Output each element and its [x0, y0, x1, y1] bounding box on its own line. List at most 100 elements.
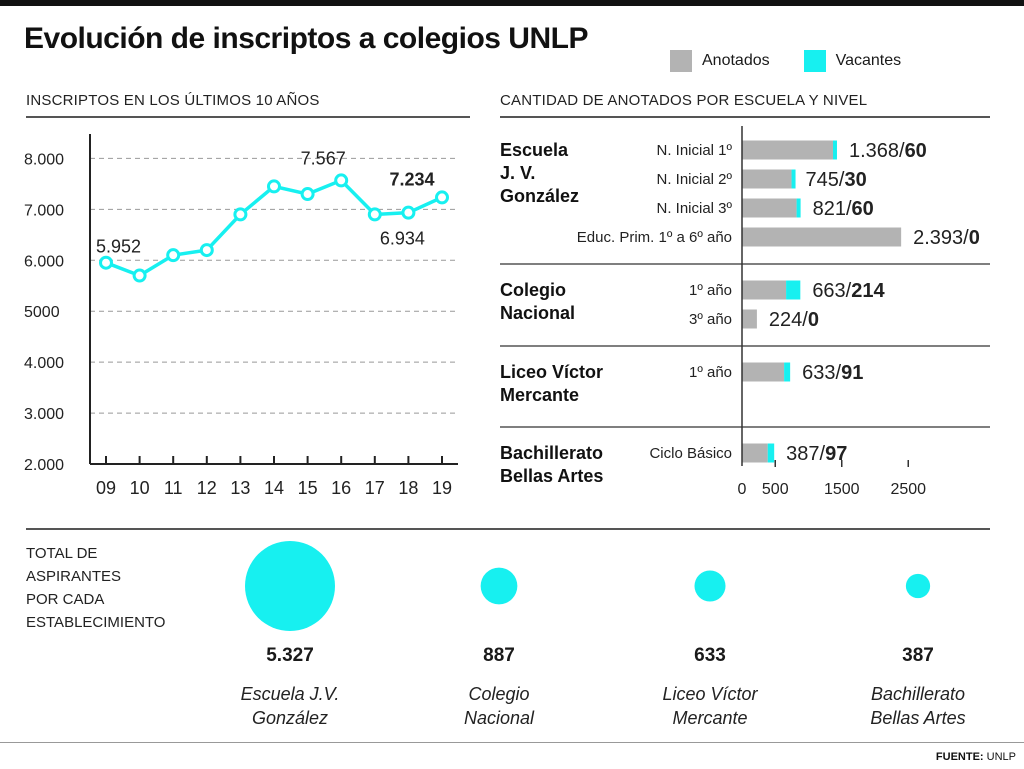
data-label: 6.934 [380, 229, 425, 249]
school-name: Mercante [500, 385, 579, 405]
legend-swatch-anotados [670, 50, 692, 72]
legend-swatch-vacantes [803, 50, 826, 72]
level-label: 1º año [689, 364, 732, 381]
section-divider [26, 528, 990, 530]
bubble-name-line: Mercante [672, 708, 748, 728]
bar-chart: Escuela J. V. González N. Inicial 1º 1.368/6… [500, 126, 990, 498]
bubble [694, 570, 726, 602]
bar-value-label: 745/30 [806, 169, 867, 191]
level-label: Educ. Prim. 1º a 6º año [577, 229, 732, 246]
y-tick-label: 5000 [24, 304, 60, 321]
source-prefix: FUENTE: [935, 751, 984, 763]
bar-value-anotados: 663/ [812, 280, 851, 302]
bar-value-anotados: 821/ [813, 198, 852, 220]
bar-anotados [742, 227, 902, 247]
bar-vacantes [796, 198, 801, 218]
bar-value-vacantes: 30 [844, 169, 866, 191]
bar-value-label: 663/214 [812, 280, 885, 302]
bubble-name-mercante: Liceo Víctor Mercante [610, 682, 810, 730]
data-label: 7.234 [389, 169, 434, 189]
bar-value-vacantes: 60 [905, 140, 927, 162]
level-label: 1º año [689, 282, 732, 299]
level-label: N. Inicial 2º [656, 171, 732, 188]
bubble [480, 567, 518, 605]
bar-vacantes [784, 362, 791, 382]
legend-item-vacantes: Vacantes [803, 50, 902, 72]
bubble-value-nacional: 887 [483, 645, 515, 666]
data-point [401, 205, 416, 220]
bar-anotados [742, 169, 792, 189]
bar-anotados [742, 198, 797, 218]
aspirantes-label-line: ESTABLECIMIENTO [26, 614, 166, 631]
bar-value-label: 387/97 [786, 443, 847, 465]
bar-value-label: 821/60 [813, 198, 874, 220]
bubble-name-line: Bellas Artes [870, 708, 966, 728]
x-tick-label: 13 [230, 478, 250, 498]
bubble-name-line: Liceo Víctor [662, 684, 758, 704]
x-tick-label: 10 [130, 478, 150, 498]
line-chart: 2.000 3.000 4.000 5000 6.000 7.000 8.000 09 10 11… [24, 134, 458, 498]
bar-anotados [742, 443, 768, 463]
level-label: N. Inicial 1º [656, 142, 732, 159]
bar-value-vacantes: 214 [851, 280, 885, 302]
x-tick-label: 0 [738, 481, 747, 498]
aspirantes-label-line: ASPIRANTES [26, 568, 122, 585]
bar-chart-label: CANTIDAD DE ANOTADOS POR ESCUELA Y NIVEL [500, 92, 868, 109]
data-point [367, 207, 382, 222]
bubble-value-gonzalez: 5.327 [266, 645, 314, 666]
bubble-name-gonzalez: Escuela J.V. González [190, 682, 390, 730]
y-tick-label: 2.000 [24, 457, 64, 474]
x-tick-label: 16 [331, 478, 351, 498]
level-label: Ciclo Básico [649, 445, 732, 462]
bubble-name-line: Bachillerato [870, 684, 966, 704]
data-point [334, 173, 349, 188]
school-name: Bellas Artes [500, 466, 603, 486]
y-tick-label: 3.000 [24, 406, 64, 423]
bar-vacantes [767, 443, 775, 463]
x-tick-label: 18 [398, 478, 418, 498]
legend: Anotados Vacantes [670, 50, 935, 72]
bar-value-anotados: 2.393/ [913, 227, 969, 249]
data-label: 7.567 [301, 148, 346, 168]
bubble-chart [245, 541, 931, 631]
bar-value-label: 633/91 [802, 362, 863, 384]
aspirantes-label-line: TOTAL DE [26, 545, 98, 562]
y-tick-label: 7.000 [24, 202, 64, 219]
x-tick-label: 09 [96, 478, 116, 498]
data-point [435, 190, 449, 205]
legend-item-anotados: Anotados [670, 50, 770, 72]
x-tick-label: 500 [762, 481, 789, 498]
bubble-name-bellas-artes: Bachillerato Bellas Artes [818, 682, 1018, 730]
school-name: Bachillerato [500, 443, 603, 463]
source-credit: FUENTE: UNLP [936, 751, 1016, 763]
bubble-name-nacional: Colegio Nacional [399, 682, 599, 730]
line-chart-label: INSCRIPTOS EN LOS ÚLTIMOS 10 AÑOS [26, 92, 320, 109]
bar-anotados [742, 309, 757, 329]
school-name: Nacional [500, 303, 575, 323]
legend-label-vacantes: Vacantes [835, 52, 902, 69]
bar-value-anotados: 224/ [769, 309, 808, 331]
bar-value-anotados: 633/ [802, 362, 841, 384]
bubble [905, 573, 931, 599]
data-point [233, 207, 248, 222]
line-chart-rule [26, 116, 470, 118]
y-tick-label: 6.000 [24, 253, 64, 270]
data-point [267, 179, 281, 194]
bar-chart-rule [500, 116, 990, 118]
bubble [245, 541, 335, 631]
x-tick-label: 14 [264, 478, 284, 498]
level-label: N. Inicial 3º [656, 200, 732, 217]
data-point [166, 248, 181, 263]
bar-value-label: 1.368/60 [849, 140, 927, 162]
x-tick-label: 12 [197, 478, 217, 498]
bar-vacantes [786, 280, 801, 300]
source-name: UNLP [986, 751, 1016, 763]
bubble-name-line: González [251, 708, 329, 728]
x-tick-label: 1500 [824, 481, 860, 498]
data-point [132, 268, 147, 283]
data-label: 5.952 [96, 237, 141, 257]
level-label: 3º año [689, 311, 732, 328]
x-tick-label: 17 [365, 478, 385, 498]
bar-anotados [742, 362, 785, 382]
bar-anotados [742, 280, 787, 300]
